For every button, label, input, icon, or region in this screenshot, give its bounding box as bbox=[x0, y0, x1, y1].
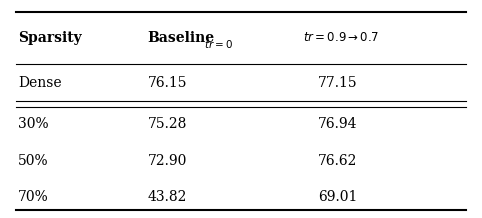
Text: 76.15: 76.15 bbox=[147, 76, 187, 90]
Text: 77.15: 77.15 bbox=[318, 76, 357, 90]
Text: $\mathit{tr{=}0.9{\rightarrow}0.7}$: $\mathit{tr{=}0.9{\rightarrow}0.7}$ bbox=[303, 31, 379, 44]
Text: 76.94: 76.94 bbox=[318, 117, 357, 131]
Text: 30%: 30% bbox=[18, 117, 49, 131]
Text: 43.82: 43.82 bbox=[147, 190, 187, 204]
Text: Dense: Dense bbox=[18, 76, 62, 90]
Text: $\mathit{tr{=}0}$: $\mathit{tr{=}0}$ bbox=[204, 38, 233, 50]
Text: 76.62: 76.62 bbox=[318, 154, 357, 168]
Text: 72.90: 72.90 bbox=[147, 154, 187, 168]
Text: 70%: 70% bbox=[18, 190, 49, 204]
Text: 75.28: 75.28 bbox=[147, 117, 187, 131]
Text: 69.01: 69.01 bbox=[318, 190, 357, 204]
Text: Sparsity: Sparsity bbox=[18, 31, 82, 45]
Text: Baseline: Baseline bbox=[147, 31, 214, 45]
Text: 50%: 50% bbox=[18, 154, 49, 168]
